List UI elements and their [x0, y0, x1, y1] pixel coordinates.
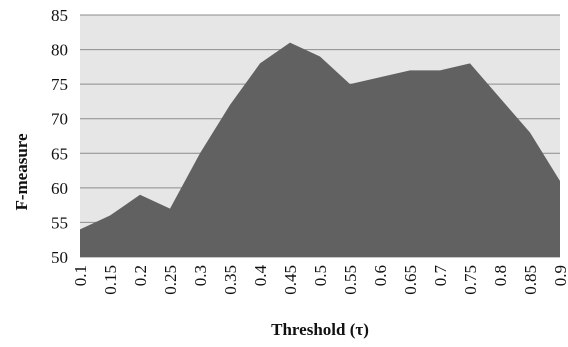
area-series	[80, 42, 560, 258]
y-axis-ticks: 50 55 60 65 70 75 80 85	[51, 6, 68, 267]
y-tick-label: 75	[51, 75, 68, 94]
y-tick-label: 65	[51, 144, 68, 163]
x-tick-label: 0.9	[551, 265, 568, 286]
y-tick-label: 55	[51, 213, 68, 232]
x-tick-label: 0.55	[341, 265, 360, 295]
x-tick-label: 0.7	[431, 265, 450, 287]
x-tick-label: 0.45	[281, 265, 300, 295]
y-axis-label: F-measure	[12, 133, 31, 211]
x-tick-label: 0.15	[101, 265, 120, 295]
y-tick-label: 80	[51, 41, 68, 60]
x-tick-label: 0.1	[71, 265, 90, 286]
x-tick-label: 0.75	[461, 265, 480, 295]
y-tick-label: 85	[51, 6, 68, 25]
x-axis-ticks: 0.1 0.15 0.2 0.25 0.3 0.35 0.4 0.45 0.5 0.55 0.6 0.…	[71, 265, 568, 295]
x-tick-label: 0.35	[221, 265, 240, 295]
x-tick-label: 0.5	[311, 265, 330, 286]
x-tick-label: 0.4	[251, 265, 270, 287]
x-tick-label: 0.6	[371, 265, 390, 286]
y-tick-label: 50	[51, 248, 68, 267]
x-axis-label: Threshold (τ)	[271, 320, 369, 339]
y-tick-label: 60	[51, 179, 68, 198]
y-tick-label: 70	[51, 110, 68, 129]
x-tick-label: 0.3	[191, 265, 210, 286]
x-tick-label: 0.85	[521, 265, 540, 295]
x-tick-label: 0.2	[131, 265, 150, 286]
x-tick-label: 0.25	[161, 265, 180, 295]
x-tick-label: 0.65	[401, 265, 420, 295]
x-tick-label: 0.8	[491, 265, 510, 286]
